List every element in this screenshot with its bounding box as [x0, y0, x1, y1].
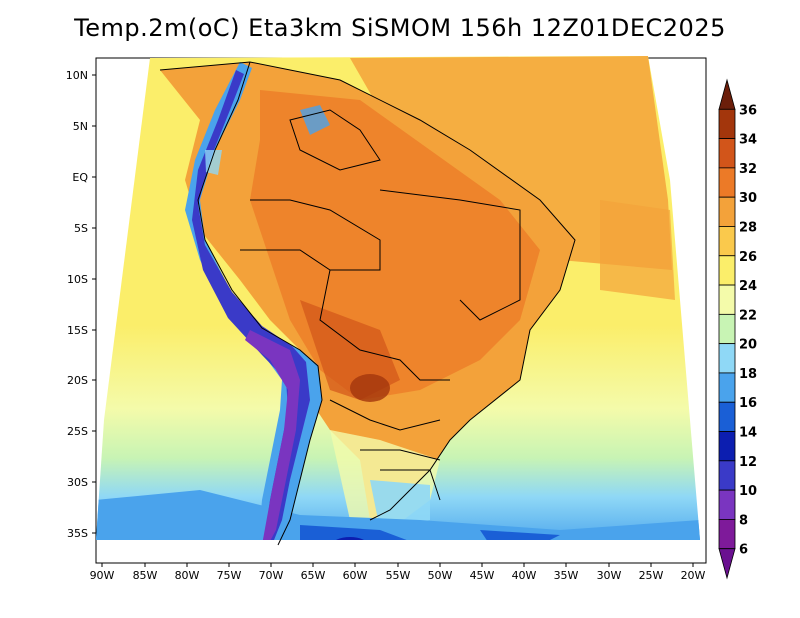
- lon-label: 50W: [428, 569, 453, 582]
- lat-axis: [92, 74, 96, 534]
- colorbar-swatch: [718, 519, 736, 550]
- colorbar-label: 16: [739, 396, 757, 411]
- colorbar-label: 14: [739, 426, 757, 441]
- lat-labels: 10N 5N EQ 5S 10S 15S 20S 25S 30S 35S: [66, 69, 89, 540]
- lat-label: 35S: [67, 527, 88, 540]
- lat-label: 25S: [67, 425, 88, 438]
- lon-label: 90W: [90, 569, 115, 582]
- colorbar-label: 26: [739, 250, 757, 265]
- colorbar-label: 36: [739, 103, 757, 118]
- colorbar-swatch: [718, 108, 736, 139]
- lon-label: 70W: [259, 569, 284, 582]
- colorbar-label: 18: [739, 367, 757, 382]
- colorbar-label: 28: [739, 220, 757, 235]
- colorbar-swatch: [718, 431, 736, 462]
- colorbar-label: 32: [739, 162, 757, 177]
- colorbar-swatch: [718, 138, 736, 169]
- colorbar-swatch: [718, 255, 736, 286]
- lat-label: 15S: [67, 324, 88, 337]
- colorbar-swatch: [718, 401, 736, 432]
- colorbar-label: 24: [739, 279, 757, 294]
- colorbar-swatch: [718, 343, 736, 374]
- colorbar-swatch: [718, 548, 736, 580]
- colorbar-swatch: [718, 167, 736, 198]
- colorbar-swatch: [718, 460, 736, 491]
- colorbar-label: 6: [739, 543, 748, 558]
- lon-labels: 90W 85W 80W 75W 70W 65W 60W 55W 50W 45W …: [90, 569, 706, 582]
- colorbar-swatch: [718, 313, 736, 345]
- colorbar-label: 12: [739, 455, 757, 470]
- colorbar-label: 30: [739, 191, 757, 206]
- lon-label: 45W: [470, 569, 495, 582]
- lat-label: 20S: [67, 374, 88, 387]
- temperature-field: [96, 56, 700, 540]
- country-borders: [159, 61, 576, 546]
- lon-label: 55W: [386, 569, 411, 582]
- lat-label: 30S: [67, 476, 88, 489]
- colorbar-swatch: [718, 226, 736, 257]
- colorbar-swatch: [718, 372, 736, 403]
- lat-label: 5N: [73, 120, 88, 133]
- colorbar-swatch: [718, 284, 736, 315]
- colorbar-label: 34: [739, 133, 757, 148]
- lon-label: 80W: [175, 569, 200, 582]
- colorbar-swatch: [718, 196, 736, 227]
- colorbar: 36 34 32 30 28 26 24 22 20 18 16 14 12 10 8 6: [718, 78, 757, 580]
- lon-label: 40W: [512, 569, 537, 582]
- map-title: Temp.2m(oC) Eta3km SiSMOM 156h 12Z01DEC2…: [74, 14, 726, 42]
- lat-label: 10S: [67, 273, 88, 286]
- lon-label: 85W: [133, 569, 158, 582]
- lon-axis: [101, 563, 694, 567]
- lon-label: 20W: [681, 569, 706, 582]
- colorbar-label: 20: [739, 338, 757, 353]
- lon-label: 35W: [554, 569, 579, 582]
- lat-label: 10N: [66, 69, 88, 82]
- lon-label: 60W: [343, 569, 368, 582]
- lon-label: 65W: [301, 569, 326, 582]
- lon-label: 25W: [639, 569, 664, 582]
- colorbar-swatch: [718, 489, 736, 520]
- colorbar-swatch: [718, 78, 736, 110]
- colorbar-label: 22: [739, 308, 757, 323]
- lat-label: EQ: [72, 171, 88, 184]
- lon-label: 75W: [217, 569, 242, 582]
- colorbar-label: 8: [739, 513, 748, 528]
- lat-label: 5S: [74, 222, 88, 235]
- colorbar-label: 10: [739, 484, 757, 499]
- lon-label: 30W: [597, 569, 622, 582]
